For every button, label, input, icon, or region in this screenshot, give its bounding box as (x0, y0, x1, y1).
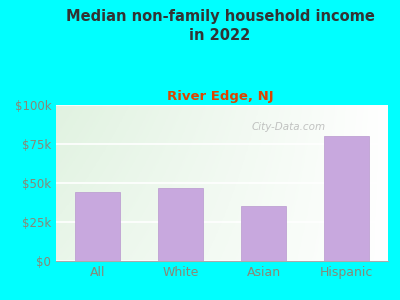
Bar (324, 136, 369, 261)
Bar (75, 192, 120, 261)
Text: River Edge, NJ: River Edge, NJ (167, 90, 273, 103)
Text: City-Data.com: City-Data.com (251, 122, 326, 132)
Bar (241, 206, 286, 261)
Bar (158, 188, 203, 261)
Text: Median non-family household income
in 2022: Median non-family household income in 20… (66, 9, 374, 43)
